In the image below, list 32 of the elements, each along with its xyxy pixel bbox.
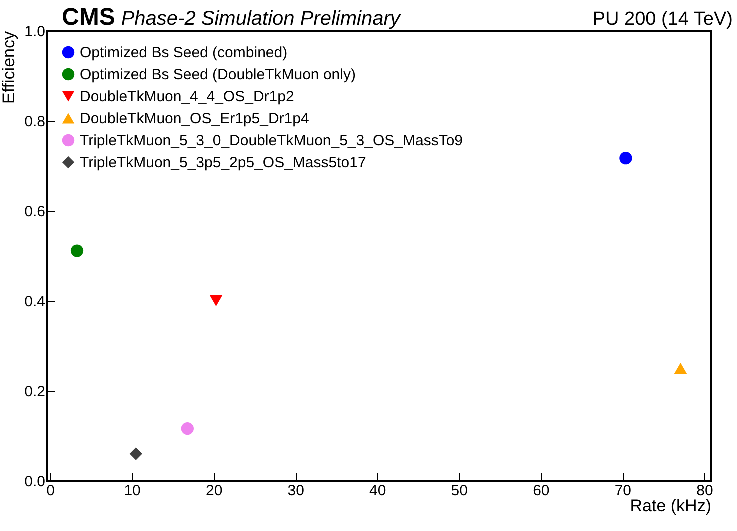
x-axis-title: Rate (kHz) [630, 496, 712, 516]
x-tick-label: 40 [370, 482, 386, 500]
x-tick-label: 30 [288, 482, 304, 500]
x-tick-label: 60 [533, 482, 550, 500]
y-tick-label: 1.0 [24, 24, 46, 40]
point [210, 296, 223, 306]
y-tick-label: 0.2 [24, 384, 46, 400]
y-tick-label: 0.8 [24, 114, 46, 130]
legend-label: TripleTkMuon_5_3_0_DoubleTkMuon_5_3_OS_MassTo9 [80, 132, 463, 150]
legend-label: Optimized Bs Seed (combined) [80, 44, 288, 62]
chart-subtitle: Phase-2 Simulation Preliminary [121, 8, 400, 31]
point [130, 448, 142, 460]
chart-title: CMS [62, 4, 116, 32]
text: PU 200 (14 TeV) [592, 9, 733, 31]
x-tick-label: 70 [614, 482, 632, 500]
x-tick-label: 80 [696, 482, 714, 500]
legend-label: DoubleTkMuon_4_4_OS_Dr1p2 [80, 88, 294, 106]
point [620, 152, 632, 165]
y-tick-label: 0.4 [24, 294, 46, 310]
point [181, 422, 194, 436]
legend-label: TripleTkMuon_5_3p5_2p5_OS_Mass5to17 [80, 154, 366, 172]
x-tick-label: 20 [206, 482, 223, 500]
x-tick-label: 10 [124, 482, 141, 500]
legend-label: DoubleTkMuon_OS_Er1p5_Dr1p4 [80, 110, 310, 128]
point [70, 244, 84, 258]
y-tick-label: 0.0 [24, 474, 46, 490]
point [674, 363, 688, 374]
legend-label: Optimized Bs Seed (DoubleTkMuon only) [80, 66, 356, 84]
x-tick-label: 50 [451, 482, 468, 500]
y-axis-title: Efficiency [0, 31, 19, 104]
x-tick-label: 0 [46, 482, 55, 500]
y-tick-label: 0.6 [24, 204, 46, 220]
